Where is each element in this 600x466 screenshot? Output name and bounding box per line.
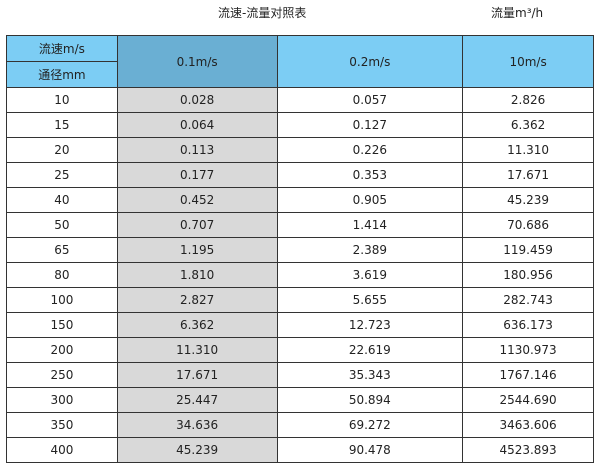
diameter-cell: 80 xyxy=(6,262,118,288)
table-row: 15 0.064 0.127 6.362 xyxy=(6,112,594,138)
flow-cell: 0.905 xyxy=(276,187,464,213)
flow-cell: 0.064 xyxy=(116,112,278,138)
flow-cell: 180.956 xyxy=(462,262,594,288)
flow-cell: 2544.690 xyxy=(462,387,594,413)
column-header: 10m/s xyxy=(462,35,594,88)
flow-cell: 3463.606 xyxy=(462,412,594,438)
diameter-cell: 40 xyxy=(6,187,118,213)
flow-cell: 1130.973 xyxy=(462,337,594,363)
table-row: 150 6.362 12.723 636.173 xyxy=(6,312,594,338)
table-row: 200 11.310 22.619 1130.973 xyxy=(6,337,594,363)
diameter-cell: 50 xyxy=(6,212,118,238)
flow-cell: 50.894 xyxy=(276,387,464,413)
diameter-cell: 200 xyxy=(6,337,118,363)
flow-cell: 6.362 xyxy=(462,112,594,138)
diameter-cell: 20 xyxy=(6,137,118,163)
flow-cell: 0.452 xyxy=(116,187,278,213)
flow-cell: 25.447 xyxy=(116,387,278,413)
flow-cell: 0.707 xyxy=(116,212,278,238)
flow-cell: 69.272 xyxy=(276,412,464,438)
column-header: 0.2m/s xyxy=(276,35,464,88)
flow-cell: 45.239 xyxy=(116,437,278,463)
diameter-cell: 400 xyxy=(6,437,118,463)
table-row: 25 0.177 0.353 17.671 xyxy=(6,162,594,188)
diameter-cell: 65 xyxy=(6,237,118,263)
flow-cell: 11.310 xyxy=(462,137,594,163)
flow-cell: 17.671 xyxy=(116,362,278,388)
flow-cell: 4523.893 xyxy=(462,437,594,463)
diameter-header: 通径mm xyxy=(6,61,118,88)
flow-cell: 35.343 xyxy=(276,362,464,388)
flow-cell: 70.686 xyxy=(462,212,594,238)
diameter-cell: 10 xyxy=(6,87,118,113)
flow-cell: 2.826 xyxy=(462,87,594,113)
table-row: 20 0.113 0.226 11.310 xyxy=(6,137,594,163)
diameter-cell: 300 xyxy=(6,387,118,413)
flow-cell: 34.636 xyxy=(116,412,278,438)
flow-cell: 45.239 xyxy=(462,187,594,213)
diameter-cell: 100 xyxy=(6,287,118,313)
velocity-header: 流速m/s xyxy=(6,35,118,62)
flow-cell: 636.173 xyxy=(462,312,594,338)
flow-cell: 0.226 xyxy=(276,137,464,163)
flow-cell: 119.459 xyxy=(462,237,594,263)
flow-cell: 0.028 xyxy=(116,87,278,113)
flow-cell: 11.310 xyxy=(116,337,278,363)
flow-velocity-table: 流速m/s 0.1m/s 0.2m/s 10m/s 通径mm 10 0.028 0.… xyxy=(6,35,594,463)
flow-cell: 2.389 xyxy=(276,237,464,263)
flow-cell: 1767.146 xyxy=(462,362,594,388)
flow-cell: 1.195 xyxy=(116,237,278,263)
flow-cell: 12.723 xyxy=(276,312,464,338)
flow-cell: 0.057 xyxy=(276,87,464,113)
flow-cell: 1.414 xyxy=(276,212,464,238)
flow-cell: 22.619 xyxy=(276,337,464,363)
diameter-cell: 150 xyxy=(6,312,118,338)
flow-cell: 1.810 xyxy=(116,262,278,288)
diameter-cell: 250 xyxy=(6,362,118,388)
table-row: 300 25.447 50.894 2544.690 xyxy=(6,387,594,413)
table-row: 350 34.636 69.272 3463.606 xyxy=(6,412,594,438)
table-row: 40 0.452 0.905 45.239 xyxy=(6,187,594,213)
diameter-cell: 15 xyxy=(6,112,118,138)
diameter-cell: 25 xyxy=(6,162,118,188)
flow-cell: 0.353 xyxy=(276,162,464,188)
column-header: 0.1m/s xyxy=(116,35,278,88)
flow-cell: 2.827 xyxy=(116,287,278,313)
flow-cell: 5.655 xyxy=(276,287,464,313)
flow-cell: 282.743 xyxy=(462,287,594,313)
unit-label: 流量m³/h xyxy=(491,6,544,20)
diameter-cell: 350 xyxy=(6,412,118,438)
flow-cell: 6.362 xyxy=(116,312,278,338)
table-row: 80 1.810 3.619 180.956 xyxy=(6,262,594,288)
table-row: 50 0.707 1.414 70.686 xyxy=(6,212,594,238)
table-row: 250 17.671 35.343 1767.146 xyxy=(6,362,594,388)
flow-cell: 0.127 xyxy=(276,112,464,138)
table-title: 流速-流量对照表 xyxy=(218,6,307,20)
table-row: 400 45.239 90.478 4523.893 xyxy=(6,437,594,463)
flow-cell: 90.478 xyxy=(276,437,464,463)
flow-cell: 17.671 xyxy=(462,162,594,188)
flow-cell: 0.113 xyxy=(116,137,278,163)
table-row: 10 0.028 0.057 2.826 xyxy=(6,87,594,113)
table-row: 100 2.827 5.655 282.743 xyxy=(6,287,594,313)
flow-cell: 3.619 xyxy=(276,262,464,288)
table-row: 65 1.195 2.389 119.459 xyxy=(6,237,594,263)
flow-cell: 0.177 xyxy=(116,162,278,188)
